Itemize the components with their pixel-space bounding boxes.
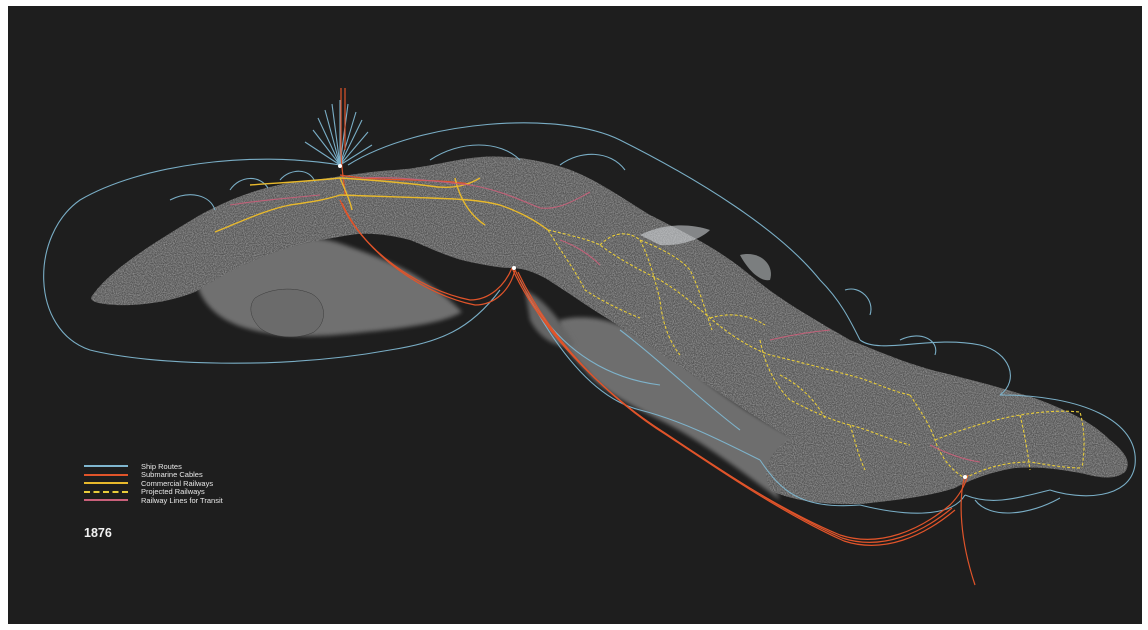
island-landmass — [91, 156, 1128, 505]
map-frame: Ship Routes Submarine Cables Commercial … — [8, 6, 1142, 624]
ship-route — [347, 122, 861, 341]
ship-route — [999, 394, 1136, 497]
harbor-markers — [338, 164, 967, 479]
legend-label: Projected Railways — [141, 487, 205, 496]
map-canvas — [43, 88, 1136, 586]
ship-route-swatch — [84, 465, 128, 467]
legend-item-submarine-cables: Submarine Cables — [84, 470, 223, 479]
projected-railway-swatch — [84, 490, 128, 493]
ship-route-fan — [304, 100, 373, 166]
projected-railway — [759, 339, 911, 446]
ship-route — [974, 497, 1061, 514]
submarine-cable — [517, 271, 956, 546]
projected-railway — [779, 374, 826, 419]
ship-route — [229, 177, 269, 191]
ship-route — [429, 144, 521, 161]
ship-route — [859, 494, 966, 514]
projected-railway — [964, 461, 1083, 479]
projected-railway — [934, 410, 1085, 469]
submarine-cable — [960, 474, 976, 586]
legend-label: Railway Lines for Transit — [141, 495, 223, 505]
ship-route — [859, 339, 1011, 396]
submarine-cable — [341, 202, 516, 306]
commercial-railway — [214, 194, 549, 233]
transit-railways-layer — [229, 177, 981, 463]
commercial-railway — [249, 177, 481, 188]
projected-railway — [1019, 414, 1031, 471]
legend-label: Commercial Railways — [141, 478, 214, 488]
transit-railway-swatch — [84, 499, 128, 501]
ship-route — [844, 288, 872, 316]
ship-route — [559, 153, 626, 171]
harbor-marker — [963, 475, 967, 479]
transit-railway — [359, 177, 541, 209]
transit-railway — [929, 444, 981, 463]
legend-item-ship-routes: Ship Routes — [84, 461, 223, 471]
legend-label: Ship Routes — [141, 461, 182, 471]
submarine-cable — [340, 88, 346, 196]
commercial-railways-layer — [214, 177, 549, 233]
ship-route — [279, 170, 316, 183]
projected-railways-layer — [547, 229, 1085, 479]
projected-railway — [547, 229, 641, 319]
ship-route — [899, 335, 937, 356]
projected-railway — [639, 239, 681, 356]
transit-railway — [539, 191, 591, 209]
projected-railway — [709, 314, 766, 326]
harbor-marker — [512, 266, 516, 270]
ship-route — [43, 158, 501, 364]
projected-railway — [599, 233, 713, 331]
harbor-marker — [338, 164, 342, 168]
commercial-railway — [339, 177, 353, 211]
transit-railway — [559, 239, 601, 266]
transit-railway — [769, 329, 831, 341]
submarine-cables-layer — [339, 88, 976, 586]
legend-label: Submarine Cables — [141, 470, 203, 479]
legend: Ship Routes Submarine Cables Commercial … — [84, 462, 223, 505]
legend-item-commercial-railways: Commercial Railways — [84, 478, 223, 488]
ship-route — [169, 194, 216, 211]
ship-route — [519, 279, 761, 461]
commercial-railway-swatch — [84, 482, 128, 484]
map-year: 1876 — [84, 526, 112, 540]
ship-route — [619, 329, 741, 431]
submarine-cable-swatch — [84, 473, 128, 476]
transit-railway — [229, 194, 321, 206]
legend-item-projected-railways: Projected Railways — [84, 487, 223, 496]
ship-route — [964, 489, 1051, 501]
ship-route — [759, 459, 861, 507]
legend-item-transit-railways: Railway Lines for Transit — [84, 495, 223, 505]
